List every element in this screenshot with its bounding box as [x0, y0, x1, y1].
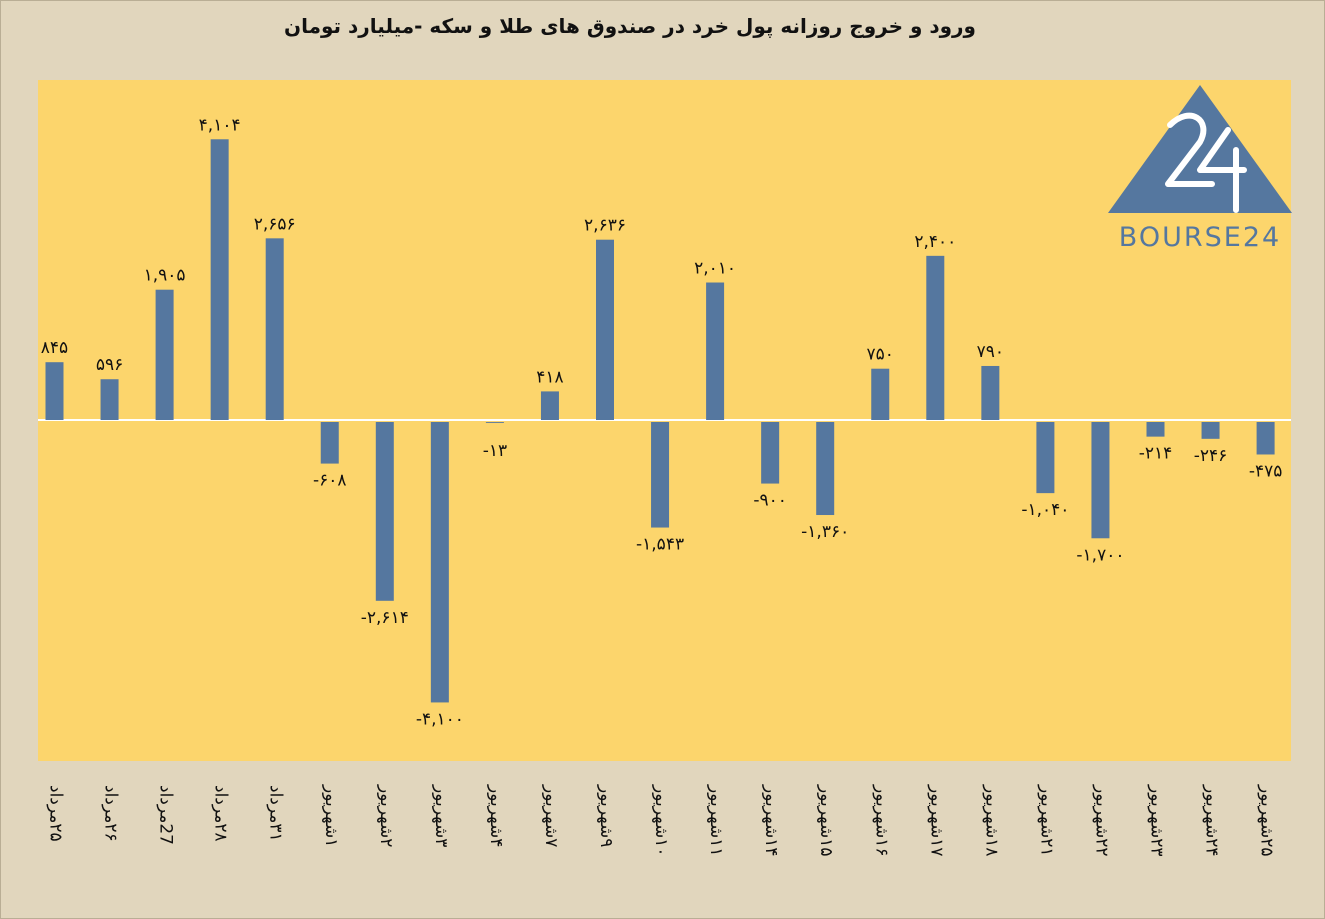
category-label: ۲۳شهریور [1147, 784, 1167, 856]
bar [45, 362, 64, 420]
data-label: ۸۴۵ [41, 338, 68, 358]
data-label: -۲۴۶ [1194, 446, 1228, 466]
data-label: ۴۱۸ [536, 367, 563, 387]
bar [596, 239, 614, 420]
data-label: -۶۰۸ [313, 471, 347, 491]
bar [816, 422, 835, 516]
bar [485, 422, 504, 423]
category-label-group: ۴شهریور [486, 784, 506, 847]
logo-triangle [1108, 85, 1292, 213]
bar [761, 422, 780, 484]
category-label: ۲۱شهریور [1036, 784, 1056, 856]
category-label-group: 27مرداد [156, 785, 176, 845]
data-label: -۲۱۴ [1139, 444, 1173, 464]
category-label: ۱۵شهریور [816, 784, 836, 856]
category-label-group: ۷شهریور [541, 784, 561, 847]
data-label: -۱,۷۰۰ [1076, 545, 1124, 565]
bar [651, 422, 670, 528]
bar [375, 422, 394, 601]
data-label: ۷۵۰ [867, 345, 894, 365]
category-label-group: ۲۳شهریور [1147, 784, 1167, 856]
data-label: -۱۳ [483, 441, 507, 461]
category-label-group: ۱۵شهریور [816, 784, 836, 856]
bar [706, 282, 725, 420]
data-label: ۵۹۶ [96, 355, 123, 375]
bar [210, 139, 229, 420]
category-label-group: ۲۸مرداد [211, 785, 231, 842]
bar [540, 391, 559, 420]
bar [1146, 422, 1165, 437]
category-label: ۱۰شهریور [651, 784, 671, 856]
category-label: ۱۶شهریور [871, 784, 891, 856]
category-label-group: ۱۰شهریور [651, 784, 671, 856]
category-label: ۲۴شهریور [1202, 784, 1222, 856]
category-label-group: ۲۱شهریور [1036, 784, 1056, 856]
category-label: ۲۲شهریور [1091, 784, 1111, 856]
data-label: ۴,۱۰۴ [199, 115, 241, 135]
category-label-group: ۳شهریور [431, 784, 451, 847]
category-label-group: ۱۸شهریور [981, 784, 1001, 856]
category-label-group: ۱شهریور [321, 784, 341, 847]
category-label: ۱شهریور [321, 784, 341, 847]
bar [1201, 422, 1220, 439]
category-label-group: ۱۱شهریور [706, 784, 726, 856]
category-label-group: ۲۴شهریور [1202, 784, 1222, 856]
bar [320, 422, 339, 464]
bar [265, 238, 284, 420]
category-label: ۲۵شهریور [1257, 784, 1277, 856]
category-label-group: ۱۷شهریور [926, 784, 946, 856]
bar [926, 255, 945, 420]
category-label: 27مرداد [156, 785, 176, 845]
category-label: ۱۱شهریور [706, 784, 726, 856]
bar [1256, 422, 1275, 455]
bar [1036, 422, 1055, 494]
category-label-group: ۳۱مرداد [266, 785, 286, 842]
logo-digit-2 [1165, 112, 1215, 187]
category-label-group: ۱۴شهریور [761, 784, 781, 856]
bar [981, 365, 1000, 420]
data-label: ۱,۹۰۵ [144, 266, 186, 286]
category-label-group: ۹شهریور [596, 784, 616, 847]
data-label: ۲,۴۰۰ [914, 232, 956, 252]
data-label: -۴۷۵ [1249, 461, 1283, 481]
category-label: ۲۵مرداد [46, 785, 66, 842]
data-label: ۷۹۰ [977, 342, 1004, 362]
category-label: ۲۸مرداد [211, 785, 231, 842]
data-label: ۲,۶۵۶ [254, 214, 296, 234]
category-label-group: ۲۵شهریور [1257, 784, 1277, 856]
category-label-group: ۲۵مرداد [46, 785, 66, 842]
data-label: ۲,۶۳۶ [584, 216, 626, 236]
category-label-group: ۲شهریور [376, 784, 396, 847]
category-label: ۱۷شهریور [926, 784, 946, 856]
category-label: ۲شهریور [376, 784, 396, 847]
category-label: ۲۶مرداد [101, 785, 121, 842]
category-label: ۱۴شهریور [761, 784, 781, 856]
data-label: -۴,۱۰۰ [416, 709, 464, 729]
category-label: ۹شهریور [596, 784, 616, 847]
data-label: -۱,۵۴۳ [636, 535, 684, 555]
category-label-group: ۱۶شهریور [871, 784, 891, 856]
bourse24-logo: BOURSE24 [1108, 85, 1292, 253]
logo-text: BOURSE24 [1119, 222, 1281, 253]
category-label: ۴شهریور [486, 784, 506, 847]
category-label: ۳شهریور [431, 784, 451, 847]
bar [100, 379, 119, 420]
logo-digit-4 [1197, 127, 1247, 213]
category-label: ۳۱مرداد [266, 785, 286, 842]
data-label: -۱,۰۴۰ [1021, 500, 1069, 520]
data-label: -۱,۳۶۰ [801, 522, 849, 542]
category-label-group: ۲۲شهریور [1091, 784, 1111, 856]
data-label: -۲,۶۱۴ [361, 608, 409, 628]
category-label: ۱۸شهریور [981, 784, 1001, 856]
bar [430, 422, 449, 703]
data-label: -۹۰۰ [753, 491, 787, 511]
data-label: ۲,۰۱۰ [694, 259, 736, 279]
bar [1091, 422, 1110, 539]
bar [871, 368, 890, 420]
category-label: ۷شهریور [541, 784, 561, 847]
bar [155, 289, 174, 420]
category-label-group: ۲۶مرداد [101, 785, 121, 842]
chart-title: ورود و خروج روزانه پول خرد در صندوق های … [284, 14, 976, 38]
